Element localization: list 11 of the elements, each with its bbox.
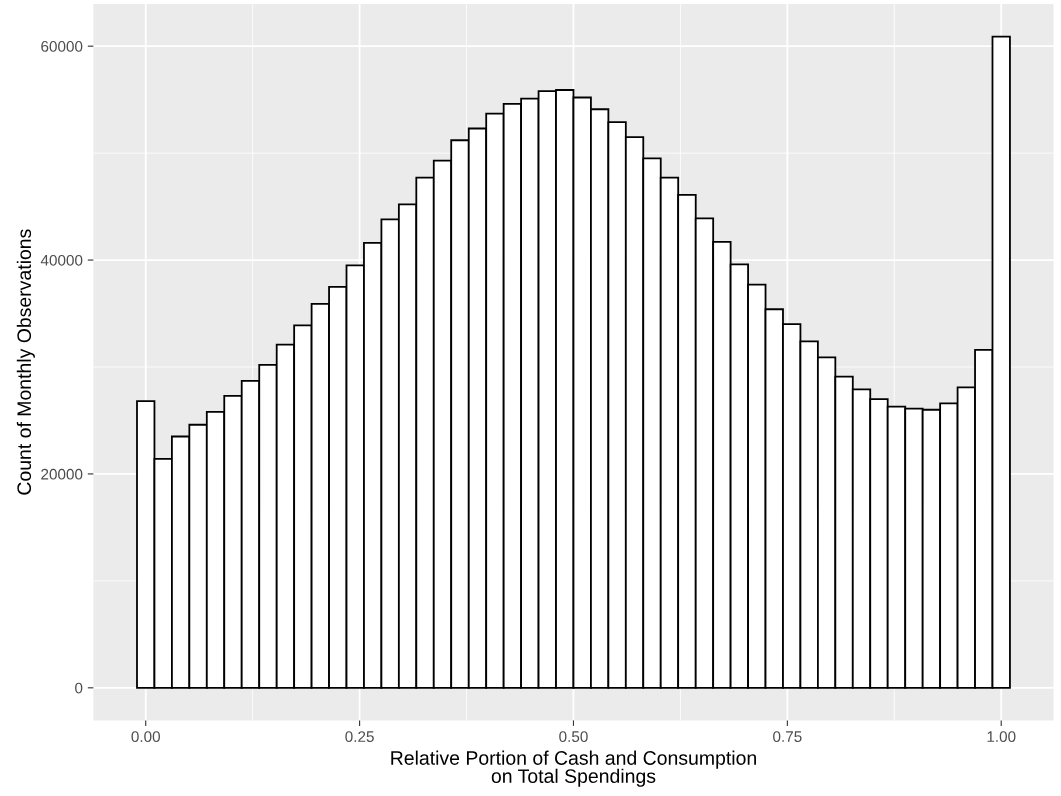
- y-axis-title: Count of Monthly Observations: [16, 229, 35, 495]
- x-tick-label: 1.00: [987, 731, 1016, 743]
- x-tick-label: 0.50: [559, 731, 588, 743]
- x-axis-title: Relative Portion of Cash and Consumption on Total Spendings: [391, 750, 756, 787]
- y-tick-label: 20000: [41, 468, 83, 480]
- y-tick-label: 0: [75, 682, 83, 694]
- y-tick-label: 60000: [41, 41, 83, 52]
- x-tick-label: 0.00: [131, 731, 160, 743]
- y-tick-label: 40000: [40, 254, 83, 266]
- x-tick-label: 0.25: [345, 731, 374, 743]
- x-tick-label: 0.75: [773, 731, 802, 743]
